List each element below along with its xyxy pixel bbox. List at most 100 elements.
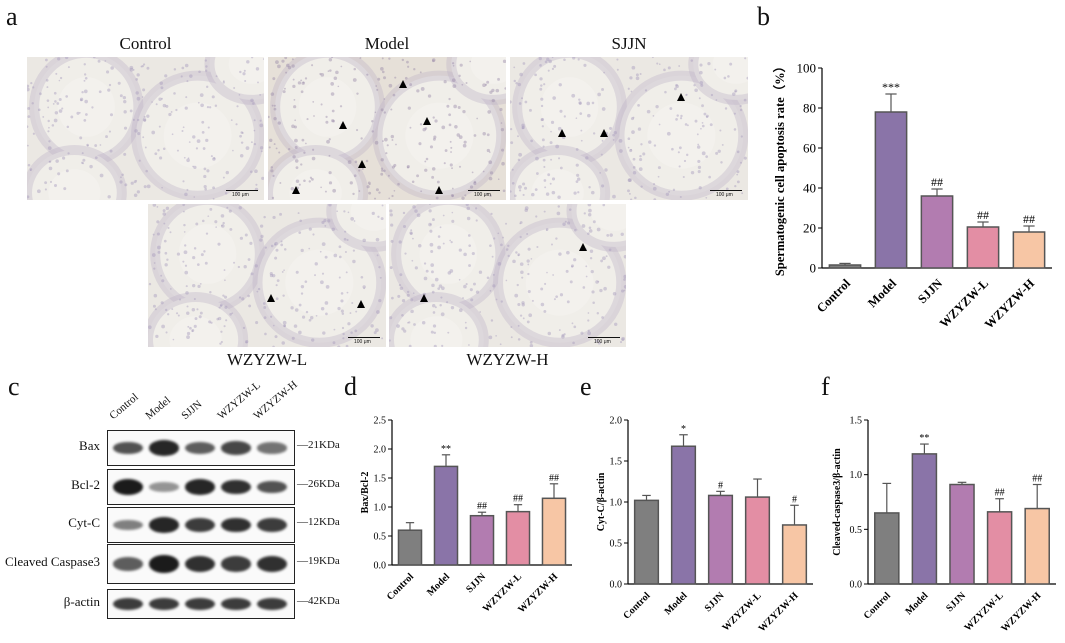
blot-band — [185, 479, 215, 495]
blot-band — [257, 517, 287, 533]
significance-label: ## — [977, 208, 989, 222]
bar — [505, 510, 531, 566]
y-tick-label: 60 — [803, 141, 816, 156]
blot-strip — [107, 589, 295, 619]
x-tick-label: WZYZW-H — [999, 590, 1043, 634]
arrowhead-marker — [357, 299, 366, 308]
blot-kda-label: —42KDa — [297, 595, 340, 607]
y-axis-label: Cyt-C/β-actin — [596, 472, 607, 531]
bar — [670, 445, 697, 585]
micrograph-label-wzyzw-l: WZYZW-L — [226, 350, 308, 369]
chart-svg: Bax/Bcl-2 0.0 0.5 1.0 1.5 2.0 2.5 Control ** Mode… — [360, 416, 572, 615]
arrowhead-marker — [557, 128, 566, 137]
blot-strip — [107, 469, 295, 505]
x-tick-label: Model — [865, 276, 899, 310]
y-axis-label: Spermatogenic cell apoptosis rate（%） — [772, 60, 787, 276]
bar — [469, 514, 495, 566]
bar — [633, 499, 660, 585]
bar — [707, 494, 734, 585]
micrograph-wzyzw-l: 100 μm — [148, 204, 386, 347]
chart-cleaved-caspase3: Cleaved-caspase3/β-actin 0.0 0.5 1.0 1.5 Cont… — [826, 400, 1062, 638]
chart-svg: Cyt-C/β-actin 0.0 0.5 1.0 1.5 2.0 Control * Mode… — [596, 416, 813, 634]
blot-strip — [107, 544, 295, 584]
scale-bar-label: 100 μm — [232, 192, 249, 198]
significance-label: ## — [549, 473, 559, 484]
y-tick-label: 1.5 — [610, 457, 623, 468]
blot-band — [113, 441, 143, 455]
bar — [397, 529, 423, 566]
blot-band — [185, 597, 215, 611]
scale-bar — [226, 190, 258, 191]
y-tick-label: 1.0 — [374, 503, 387, 514]
x-tick-label: Model — [663, 590, 690, 617]
blot-band — [149, 555, 179, 573]
x-tick-label: Model — [425, 571, 452, 598]
scale-bar — [710, 190, 742, 191]
blot-lane-label: SJJN — [179, 398, 205, 422]
blot-strip — [107, 507, 295, 543]
bar — [1012, 231, 1046, 269]
blot-band — [149, 482, 179, 492]
y-tick-label: 2.0 — [610, 416, 623, 427]
arrowhead-marker — [578, 242, 587, 251]
bar — [744, 496, 771, 585]
x-tick-label: WZYZW-H — [757, 590, 801, 634]
bar — [541, 497, 567, 566]
arrowhead-marker — [398, 79, 407, 88]
blot-band — [257, 597, 287, 611]
blot-band — [185, 517, 215, 533]
scale-bar-label: 100 μm — [594, 339, 611, 345]
y-tick-label: 40 — [803, 181, 816, 196]
x-tick-label: SJJN — [944, 590, 968, 614]
y-tick-label: 2.5 — [374, 416, 387, 427]
micrograph-model: 100 μm — [268, 57, 506, 200]
scale-bar — [588, 337, 620, 338]
blot-band — [257, 442, 287, 454]
micrograph-sjjn: 100 μm — [510, 57, 748, 200]
y-tick-label: 0.0 — [610, 580, 623, 591]
x-tick-label: WZYZW-H — [982, 276, 1037, 331]
chart-cytc: Cyt-C/β-actin 0.0 0.5 1.0 1.5 2.0 Control * Mode… — [588, 400, 818, 638]
significance-label: *** — [882, 80, 900, 94]
y-tick-label: 1.5 — [850, 416, 863, 427]
blot-kda-label: —19KDa — [297, 555, 340, 567]
y-tick-label: 1.0 — [850, 470, 863, 481]
blot-band — [221, 597, 251, 611]
significance-label: ## — [995, 488, 1005, 499]
blot-strip — [107, 430, 295, 466]
blot-band — [185, 556, 215, 572]
blot-protein-label: Bax — [79, 438, 100, 453]
bar — [828, 264, 862, 269]
blot-band — [221, 517, 251, 533]
blot-band — [257, 480, 287, 494]
arrowhead-marker — [358, 159, 367, 168]
x-tick-label: Control — [385, 571, 416, 602]
scale-bar-label: 100 μm — [716, 192, 733, 198]
blot-band — [221, 479, 251, 495]
arrowhead-marker — [267, 294, 275, 303]
blot-kda-label: —26KDa — [297, 478, 340, 490]
bar — [986, 511, 1013, 585]
y-tick-label: 0.5 — [850, 525, 863, 536]
y-tick-label: 1.0 — [610, 498, 623, 509]
x-tick-label: Control — [862, 590, 893, 621]
blot-band — [113, 557, 143, 571]
y-tick-label: 0.0 — [374, 561, 387, 572]
panel-letter-f: f — [821, 372, 830, 401]
y-tick-label: 0.5 — [374, 532, 387, 543]
x-tick-label: SJJN — [464, 571, 488, 595]
x-tick-label: SJJN — [915, 276, 945, 306]
arrowhead-marker — [676, 92, 685, 101]
x-tick-label: Model — [903, 590, 930, 617]
scale-bar — [468, 190, 500, 191]
scale-bar-label: 100 μm — [474, 192, 491, 198]
arrowhead-marker — [419, 294, 428, 303]
blot-band — [113, 519, 143, 531]
x-tick-label: SJJN — [703, 590, 727, 614]
y-tick-label: 0.0 — [850, 580, 863, 591]
significance-label: # — [718, 480, 723, 491]
bar — [781, 524, 808, 585]
blot-band — [113, 597, 143, 611]
blot-band — [221, 556, 251, 572]
chart-apoptosis-rate: Spermatogenic cell apoptosis rate（%） 0 20 4… — [760, 40, 1060, 370]
